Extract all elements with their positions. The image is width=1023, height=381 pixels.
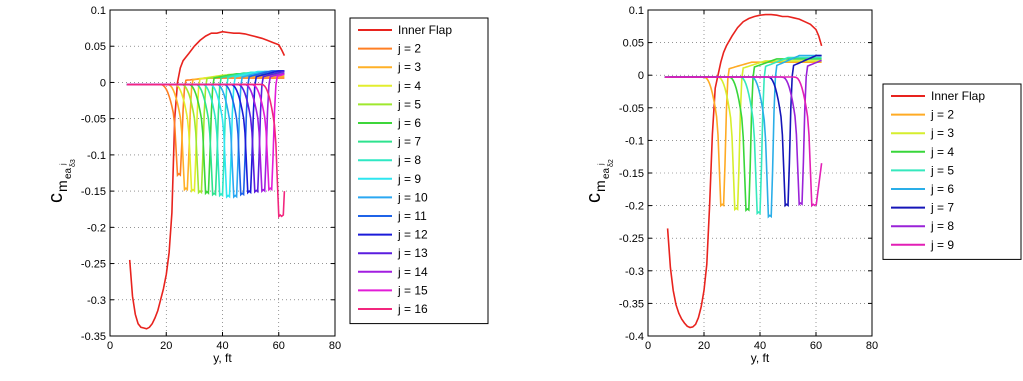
series-group bbox=[126, 30, 286, 330]
y-label-subsub: ea bbox=[601, 167, 612, 179]
chart-1: 0 20 40 60 80 0.1 0.05 0 -0.05 -0.1 -0.15 -0.2 -0.25… bbox=[45, 5, 489, 365]
plot-area bbox=[109, 9, 336, 337]
y-tick-label: -0.15 bbox=[619, 168, 644, 180]
legend-label: j = 16 bbox=[397, 302, 428, 316]
y-tick-label: -0.35 bbox=[619, 298, 644, 310]
y-tick-label: -0.3 bbox=[87, 295, 106, 307]
x-tick-label: 0 bbox=[107, 340, 113, 352]
series-line-j-9 bbox=[664, 76, 823, 208]
x-tick-label: 20 bbox=[160, 340, 172, 352]
legend-label: j = 4 bbox=[930, 145, 954, 159]
y-label-main: c bbox=[583, 193, 605, 203]
x-tick-label: 60 bbox=[810, 340, 822, 352]
y-label-sub: m bbox=[54, 180, 70, 192]
y-tick-label: -0.2 bbox=[87, 222, 106, 234]
y-tick-label: -0.05 bbox=[81, 114, 106, 126]
legend-label: j = 13 bbox=[397, 246, 428, 260]
y-tick-label: -0.1 bbox=[87, 150, 106, 162]
legend-label: j = 14 bbox=[397, 265, 428, 279]
legend-label: j = 8 bbox=[930, 219, 954, 233]
y-tick-label: -0.25 bbox=[619, 233, 644, 245]
legend-label: j = 7 bbox=[397, 135, 421, 149]
legend-label: j = 12 bbox=[397, 228, 428, 242]
x-tick-label: 80 bbox=[329, 340, 341, 352]
y-label-subsub: ea bbox=[63, 167, 74, 179]
y-tick-label: -0.2 bbox=[625, 201, 644, 213]
legend-label: j = 8 bbox=[397, 153, 421, 167]
legend-label: j = 9 bbox=[930, 238, 954, 252]
series-line-inner-flap bbox=[128, 30, 286, 330]
y-tick-label: -0.4 bbox=[625, 331, 644, 343]
x-axis-label: y, ft bbox=[213, 351, 232, 365]
y-tick-label: -0.25 bbox=[81, 259, 106, 271]
legend-label: j = 11 bbox=[397, 209, 427, 223]
y-tick-label: 0.05 bbox=[85, 41, 106, 53]
y-tick-label: -0.1 bbox=[625, 135, 644, 147]
x-tick-label: 20 bbox=[698, 340, 710, 352]
y-tick-label: -0.35 bbox=[81, 331, 106, 343]
x-axis-label: y, ft bbox=[751, 351, 770, 365]
y-tick-label: 0 bbox=[100, 77, 106, 89]
legend-label: Inner Flap bbox=[931, 89, 985, 103]
y-label-subsubsub: δ2 bbox=[608, 159, 615, 167]
y-tick-label: -0.3 bbox=[625, 266, 644, 278]
legend-label: j = 2 bbox=[930, 108, 954, 122]
y-tick-label: 0.1 bbox=[629, 5, 644, 17]
legend-label: j = 5 bbox=[930, 163, 954, 177]
series-line-j-16 bbox=[126, 83, 286, 219]
legend-label: Inner Flap bbox=[398, 23, 452, 37]
x-tick-label: 40 bbox=[216, 340, 228, 352]
y-tick-label: -0.15 bbox=[81, 186, 106, 198]
legend bbox=[882, 83, 1022, 260]
y-label-sub: m bbox=[592, 180, 608, 192]
x-tick-label: 0 bbox=[645, 340, 651, 352]
y-label-subsubsub: δ3 bbox=[70, 159, 77, 167]
x-tick-label: 40 bbox=[754, 340, 766, 352]
legend-label: j = 6 bbox=[930, 182, 954, 196]
legend-label: j = 6 bbox=[397, 116, 421, 130]
legend-label: j = 5 bbox=[397, 97, 421, 111]
series-line-inner-flap bbox=[666, 13, 823, 329]
legend-label: j = 9 bbox=[397, 172, 421, 186]
legend-label: j = 7 bbox=[930, 201, 954, 215]
legend-label: j = 15 bbox=[397, 283, 428, 297]
legend-label: j = 3 bbox=[397, 60, 421, 74]
y-tick-label: 0.1 bbox=[91, 5, 106, 17]
x-tick-label: 80 bbox=[866, 340, 878, 352]
y-tick-label: 0 bbox=[638, 70, 644, 82]
legend-label: j = 2 bbox=[397, 42, 421, 56]
series-group bbox=[664, 13, 823, 329]
chart-2: 0 20 40 60 80 0.1 0.05 0 -0.05 -0.1 -0.15 -0.2 -0.25… bbox=[583, 5, 1022, 365]
x-tick-label: 60 bbox=[273, 340, 285, 352]
y-tick-label: -0.05 bbox=[619, 103, 644, 115]
y-label-main: c bbox=[45, 193, 67, 203]
y-label-sup: j bbox=[598, 163, 605, 166]
legend-label: j = 4 bbox=[397, 79, 421, 93]
legend-label: j = 3 bbox=[930, 126, 954, 140]
y-label-sup: j bbox=[60, 163, 67, 166]
y-tick-label: 0.05 bbox=[623, 38, 644, 50]
legend-label: j = 10 bbox=[397, 190, 428, 204]
